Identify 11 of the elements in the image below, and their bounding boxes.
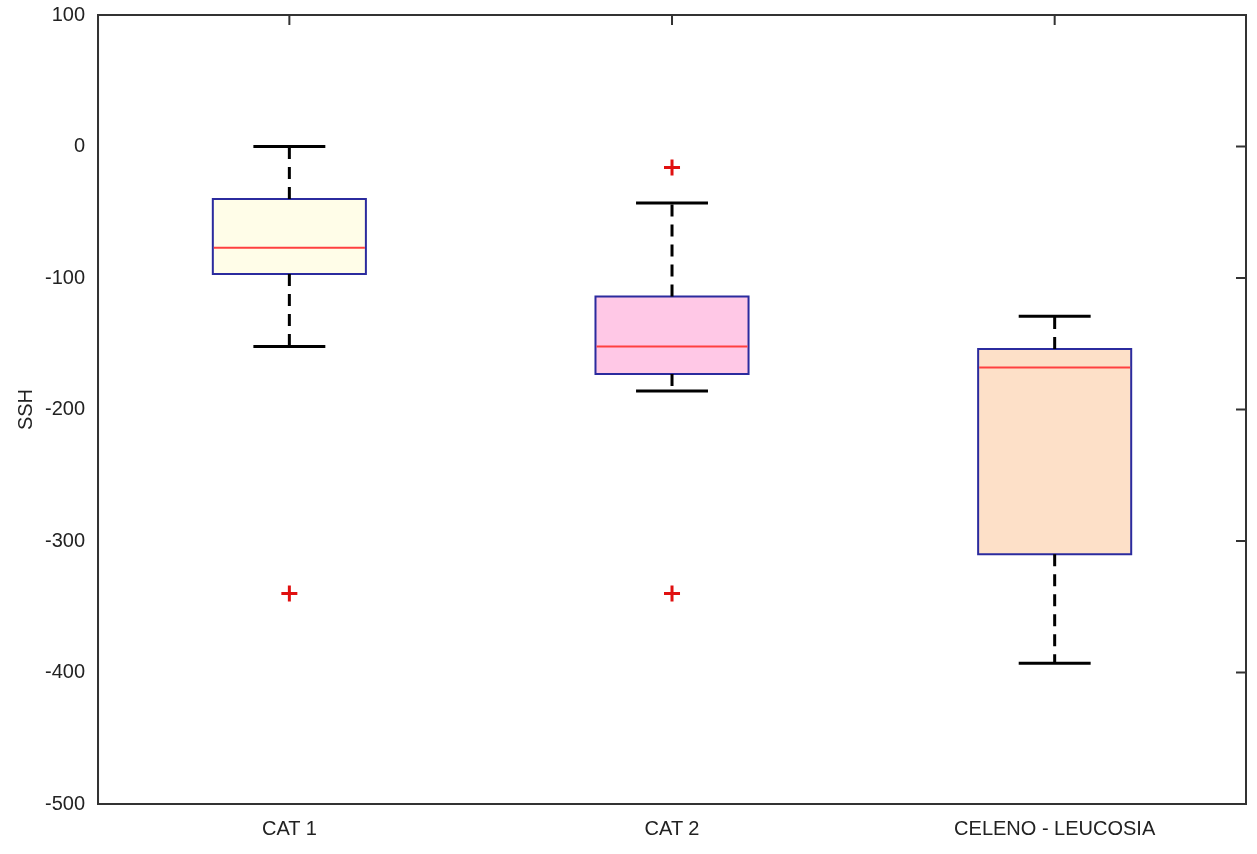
y-tick-label: 0 <box>73 134 86 157</box>
x-tick-label: CAT 1 <box>261 816 317 839</box>
y-tick-label: -300 <box>45 528 86 551</box>
y-axis-title: SSH <box>13 388 36 431</box>
x-tick-label: CAT 2 <box>644 816 700 839</box>
y-tick-label: -500 <box>45 791 86 814</box>
y-tick-label: 100 <box>51 2 86 25</box>
y-tick-label: -200 <box>45 397 86 420</box>
y-tick-label: -100 <box>45 265 86 288</box>
x-tick-label: CELENO - LEUCOSIA <box>954 816 1156 839</box>
y-tick-label: -400 <box>45 660 86 683</box>
